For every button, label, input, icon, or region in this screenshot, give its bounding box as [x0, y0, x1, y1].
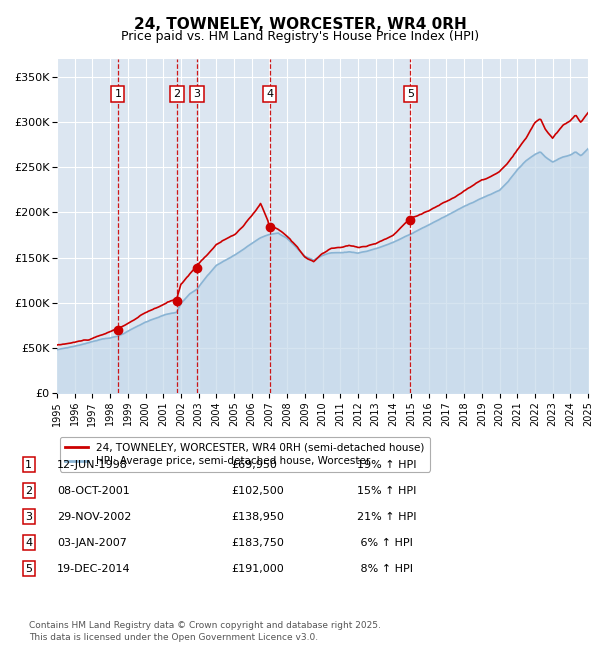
Text: £69,950: £69,950 [231, 460, 277, 470]
Text: 24, TOWNELEY, WORCESTER, WR4 0RH: 24, TOWNELEY, WORCESTER, WR4 0RH [134, 17, 466, 32]
Text: 1: 1 [115, 88, 121, 99]
Text: Price paid vs. HM Land Registry's House Price Index (HPI): Price paid vs. HM Land Registry's House … [121, 30, 479, 43]
Text: 29-NOV-2002: 29-NOV-2002 [57, 512, 131, 522]
Text: £102,500: £102,500 [231, 486, 284, 496]
Text: 4: 4 [266, 88, 273, 99]
Text: 5: 5 [25, 564, 32, 574]
Text: £138,950: £138,950 [231, 512, 284, 522]
Text: 2: 2 [173, 88, 181, 99]
Text: 3: 3 [194, 88, 200, 99]
Text: 03-JAN-2007: 03-JAN-2007 [57, 538, 127, 548]
Text: 3: 3 [25, 512, 32, 522]
Text: 4: 4 [25, 538, 32, 548]
Text: 1: 1 [25, 460, 32, 470]
Text: £183,750: £183,750 [231, 538, 284, 548]
Text: 2: 2 [25, 486, 32, 496]
Legend: 24, TOWNELEY, WORCESTER, WR4 0RH (semi-detached house), HPI: Average price, semi: 24, TOWNELEY, WORCESTER, WR4 0RH (semi-d… [59, 437, 430, 471]
Text: 5: 5 [407, 88, 414, 99]
Text: 19% ↑ HPI: 19% ↑ HPI [357, 460, 416, 470]
Text: 21% ↑ HPI: 21% ↑ HPI [357, 512, 416, 522]
Text: 19-DEC-2014: 19-DEC-2014 [57, 564, 131, 574]
Text: 8% ↑ HPI: 8% ↑ HPI [357, 564, 413, 574]
Text: 15% ↑ HPI: 15% ↑ HPI [357, 486, 416, 496]
Text: 08-OCT-2001: 08-OCT-2001 [57, 486, 130, 496]
Text: £191,000: £191,000 [231, 564, 284, 574]
Text: Contains HM Land Registry data © Crown copyright and database right 2025.
This d: Contains HM Land Registry data © Crown c… [29, 621, 380, 642]
Text: 6% ↑ HPI: 6% ↑ HPI [357, 538, 413, 548]
Text: 12-JUN-1998: 12-JUN-1998 [57, 460, 128, 470]
